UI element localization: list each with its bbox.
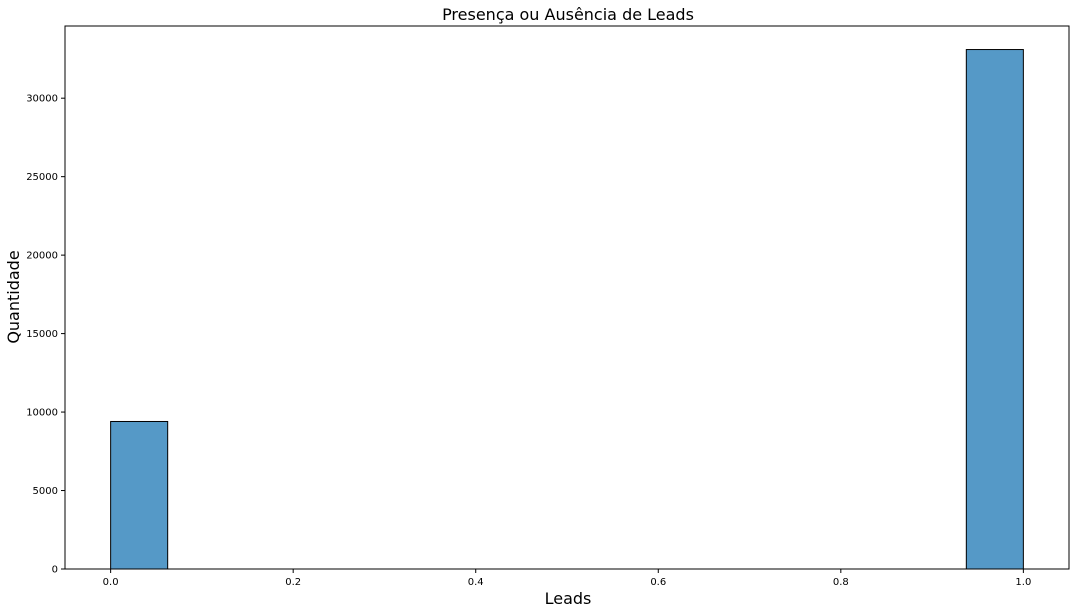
y-tick-label-3: 15000 — [26, 329, 58, 340]
y-tick-label-5: 25000 — [26, 172, 58, 183]
y-axis-ticks: 0 5000 10000 15000 20000 25000 30000 — [26, 94, 65, 576]
x-tick-label-1: 0.2 — [285, 577, 301, 588]
x-tick-label-4: 0.8 — [833, 577, 849, 588]
plot-frame — [64, 25, 1070, 570]
bar-0 — [110, 420, 169, 570]
bar-1 — [965, 49, 1024, 570]
y-tick-label-4: 20000 — [26, 251, 58, 262]
y-axis-label: Quantidade — [4, 250, 23, 343]
x-tick-label-0: 0.0 — [103, 577, 119, 588]
x-axis-ticks: 0.0 0.2 0.4 0.6 0.8 1.0 — [103, 569, 1031, 588]
x-axis-label: Leads — [545, 589, 592, 608]
x-tick-label-3: 0.6 — [650, 577, 666, 588]
y-tick-label-6: 30000 — [26, 94, 58, 105]
x-tick-label-5: 1.0 — [1015, 577, 1031, 588]
y-tick-label-0: 0 — [52, 565, 58, 576]
chart-title: Presença ou Ausência de Leads — [442, 5, 694, 24]
x-tick-label-2: 0.4 — [468, 577, 484, 588]
y-tick-label-1: 5000 — [33, 486, 58, 497]
y-tick-label-2: 10000 — [26, 408, 58, 419]
bars-group — [110, 49, 1024, 570]
